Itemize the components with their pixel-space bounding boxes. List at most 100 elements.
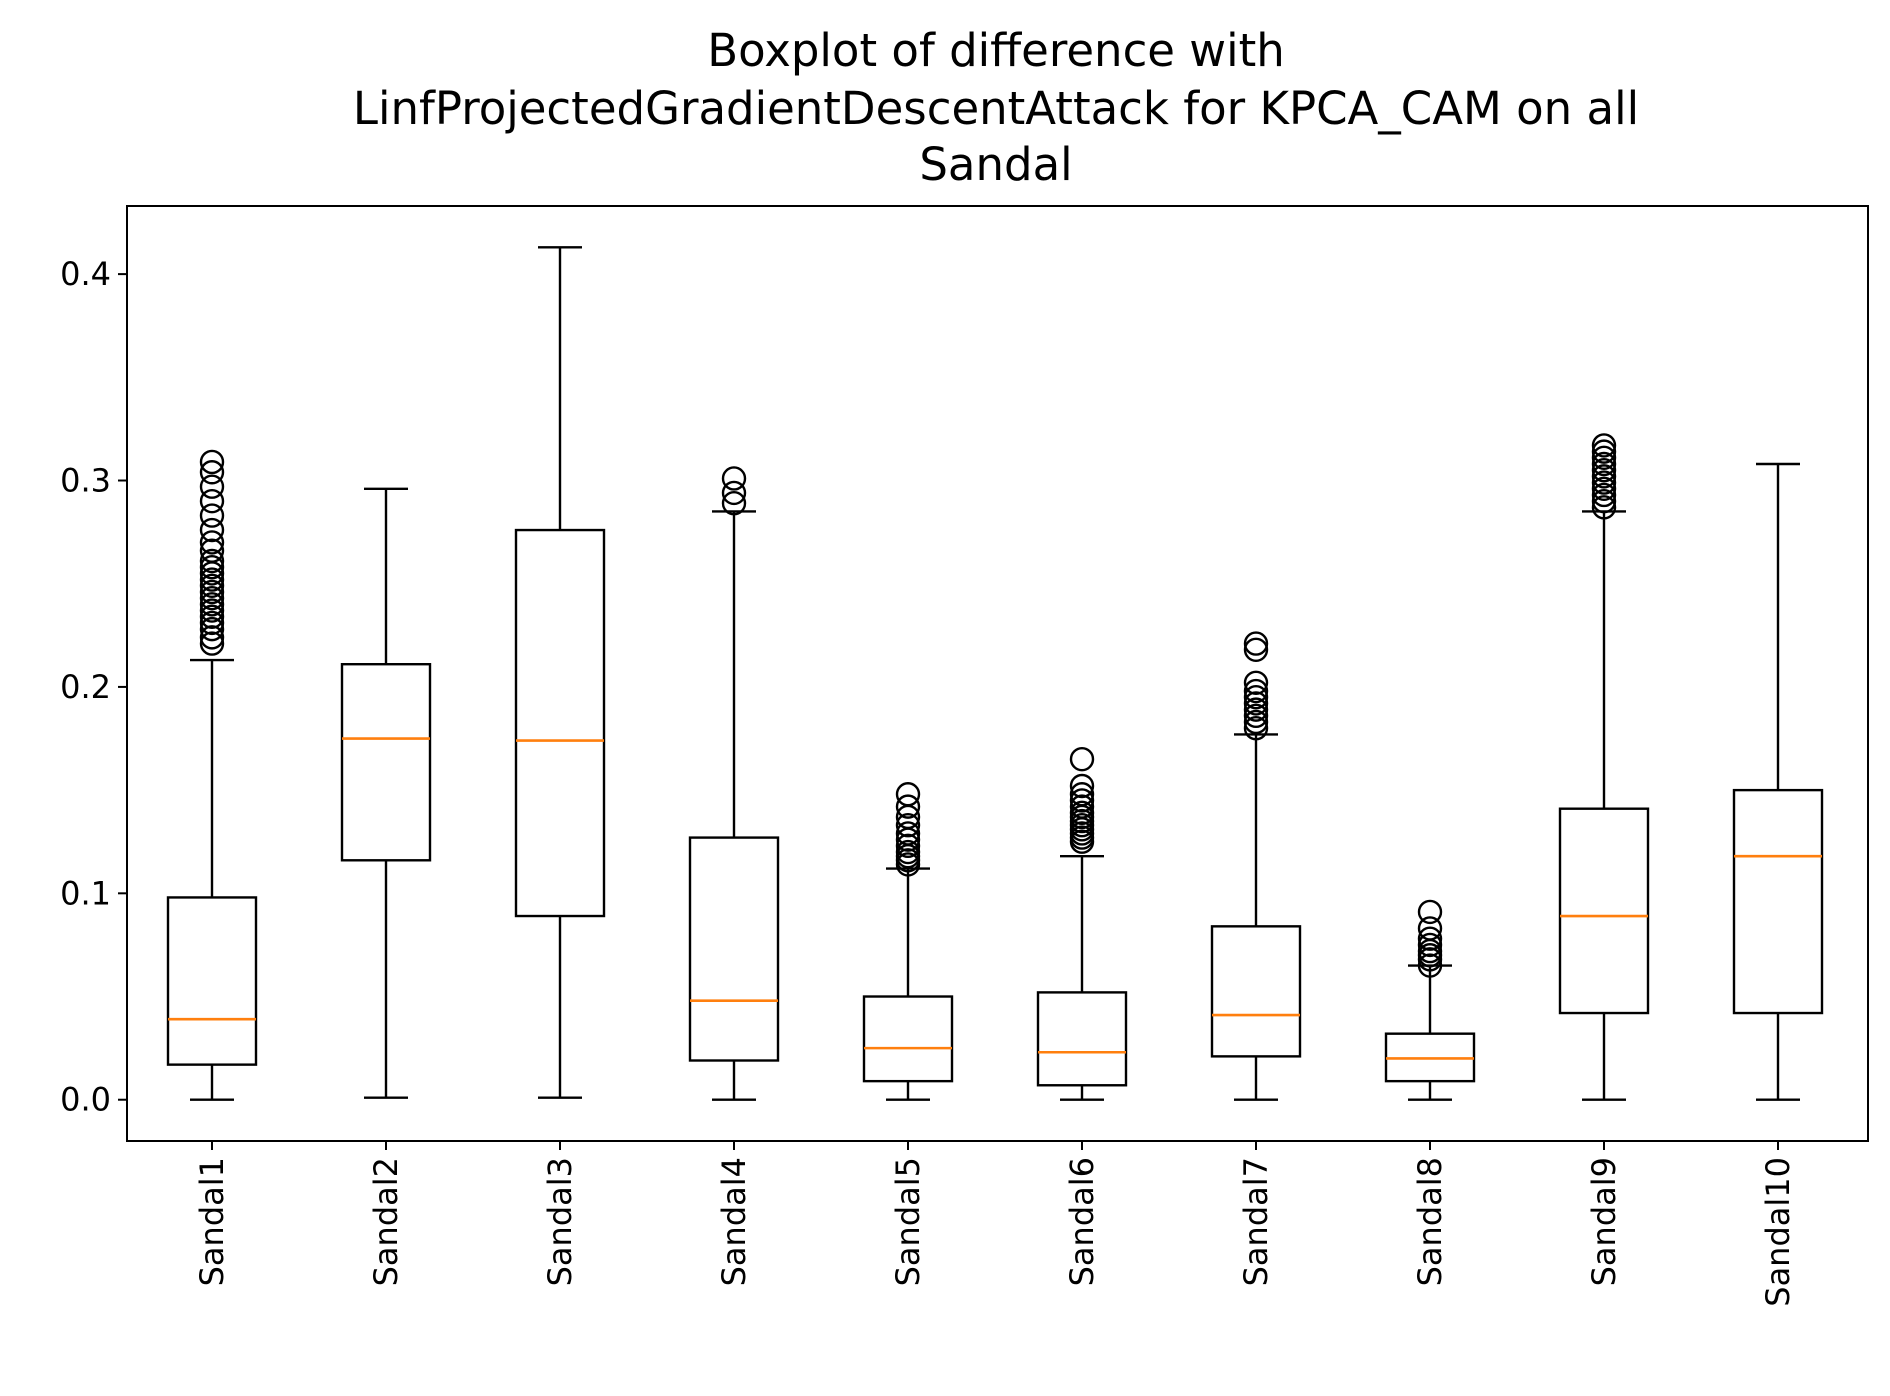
outlier-point	[1417, 899, 1443, 925]
outlier-point	[1591, 451, 1617, 477]
iqr-box	[514, 528, 606, 918]
outlier-point	[895, 813, 921, 838]
outlier-point	[1591, 470, 1617, 495]
outlier-point	[199, 548, 225, 574]
box-group-6	[1036, 746, 1128, 1101]
outlier-point	[1243, 703, 1269, 729]
outlier-point	[1417, 932, 1443, 958]
outlier-point	[721, 480, 747, 506]
outlier-point	[199, 631, 225, 656]
outlier-point	[895, 821, 921, 846]
x-tick-label: Sandal6	[1063, 1157, 1101, 1286]
outlier-point	[1243, 637, 1269, 662]
outlier-point	[1243, 715, 1269, 741]
outlier-point	[199, 579, 225, 605]
outlier-point	[199, 573, 225, 598]
outlier-point	[1243, 670, 1269, 695]
outlier-point	[199, 474, 225, 499]
outlier-point	[1591, 433, 1617, 458]
box-group-10	[1732, 462, 1824, 1101]
y-tick-label: 0.4	[60, 255, 111, 293]
outlier-point	[199, 488, 225, 514]
outlier-point	[199, 503, 225, 528]
y-tick-label: 0.1	[60, 874, 111, 912]
box-group-8	[1384, 899, 1476, 1101]
outlier-point	[199, 604, 225, 629]
box-group-4	[688, 466, 780, 1101]
outlier-point	[895, 794, 921, 819]
outlier-point	[199, 592, 225, 617]
outlier-point	[1591, 464, 1617, 489]
outlier-point	[1243, 631, 1269, 656]
title-line-3: Sandal	[919, 138, 1072, 191]
outlier-point	[1591, 476, 1617, 501]
outlier-point	[1591, 488, 1617, 514]
outlier-point	[1069, 782, 1095, 807]
box-group-2	[340, 487, 432, 1099]
outlier-point	[1591, 495, 1617, 520]
outlier-point	[1591, 457, 1617, 483]
box-group-3	[514, 246, 606, 1099]
x-tick-label: Sandal3	[541, 1157, 579, 1286]
outlier-point	[199, 610, 225, 636]
title-line-1: Boxplot of difference with	[707, 24, 1285, 77]
chart-title: Boxplot of difference with LinfProjected…	[353, 24, 1639, 191]
outlier-point	[199, 530, 225, 555]
outlier-point	[199, 449, 225, 475]
outlier-point	[1069, 773, 1095, 799]
outlier-point	[199, 517, 225, 543]
outlier-point	[1417, 953, 1443, 978]
outlier-point	[199, 555, 225, 580]
x-tick-label: Sandal8	[1411, 1157, 1449, 1286]
outlier-point	[199, 585, 225, 611]
iqr-box	[688, 836, 780, 1062]
outlier-point	[895, 833, 921, 859]
box-group-1	[166, 449, 258, 1101]
outlier-point	[895, 839, 921, 865]
iqr-box	[1732, 788, 1824, 1015]
outlier-point	[199, 625, 225, 650]
outlier-point	[1069, 788, 1095, 813]
x-tick-label: Sandal10	[1759, 1157, 1797, 1307]
outlier-point	[199, 567, 225, 592]
outlier-point	[1591, 482, 1617, 508]
outlier-point	[721, 466, 747, 491]
x-tick-label: Sandal5	[889, 1157, 927, 1286]
iqr-box	[340, 663, 432, 862]
axes: Sandal1 Sandal2 Sandal3 Sandal4 Sandal5 Sanda…	[60, 255, 1797, 1307]
outlier-point	[895, 782, 921, 807]
outlier-point	[1069, 800, 1095, 826]
iqr-box	[166, 896, 258, 1066]
iqr-box	[1036, 991, 1128, 1087]
outlier-point	[1243, 685, 1269, 710]
plot-area	[166, 246, 1824, 1101]
outlier-point	[1591, 445, 1617, 471]
outlier-point	[1069, 746, 1095, 772]
outlier-point	[199, 598, 225, 623]
x-tick-label: Sandal4	[715, 1157, 753, 1286]
x-tick-label: Sandal9	[1585, 1157, 1623, 1286]
iqr-box	[1210, 925, 1302, 1058]
box-group-5	[862, 782, 954, 1101]
box-group-9	[1558, 433, 1650, 1101]
iqr-box	[1558, 807, 1650, 1015]
outlier-point	[1243, 691, 1269, 716]
plot-frame	[126, 205, 1869, 1142]
outlier-point	[1243, 697, 1269, 722]
y-tick-label: 0.2	[60, 668, 111, 706]
iqr-box	[862, 995, 954, 1083]
outlier-point	[199, 460, 225, 485]
y-tick-label: 0.0	[60, 1081, 111, 1119]
outlier-point	[1591, 439, 1617, 464]
title-line-2: LinfProjectedGradientDescentAttack for K…	[353, 82, 1639, 135]
outlier-point	[1069, 794, 1095, 819]
outlier-point	[199, 616, 225, 642]
outlier-point	[721, 491, 747, 516]
x-tick-label: Sandal7	[1237, 1157, 1275, 1286]
x-tick-label: Sandal2	[367, 1157, 405, 1286]
outlier-point	[1243, 678, 1269, 704]
box-group-7	[1210, 631, 1302, 1101]
y-tick-label: 0.3	[60, 462, 111, 500]
